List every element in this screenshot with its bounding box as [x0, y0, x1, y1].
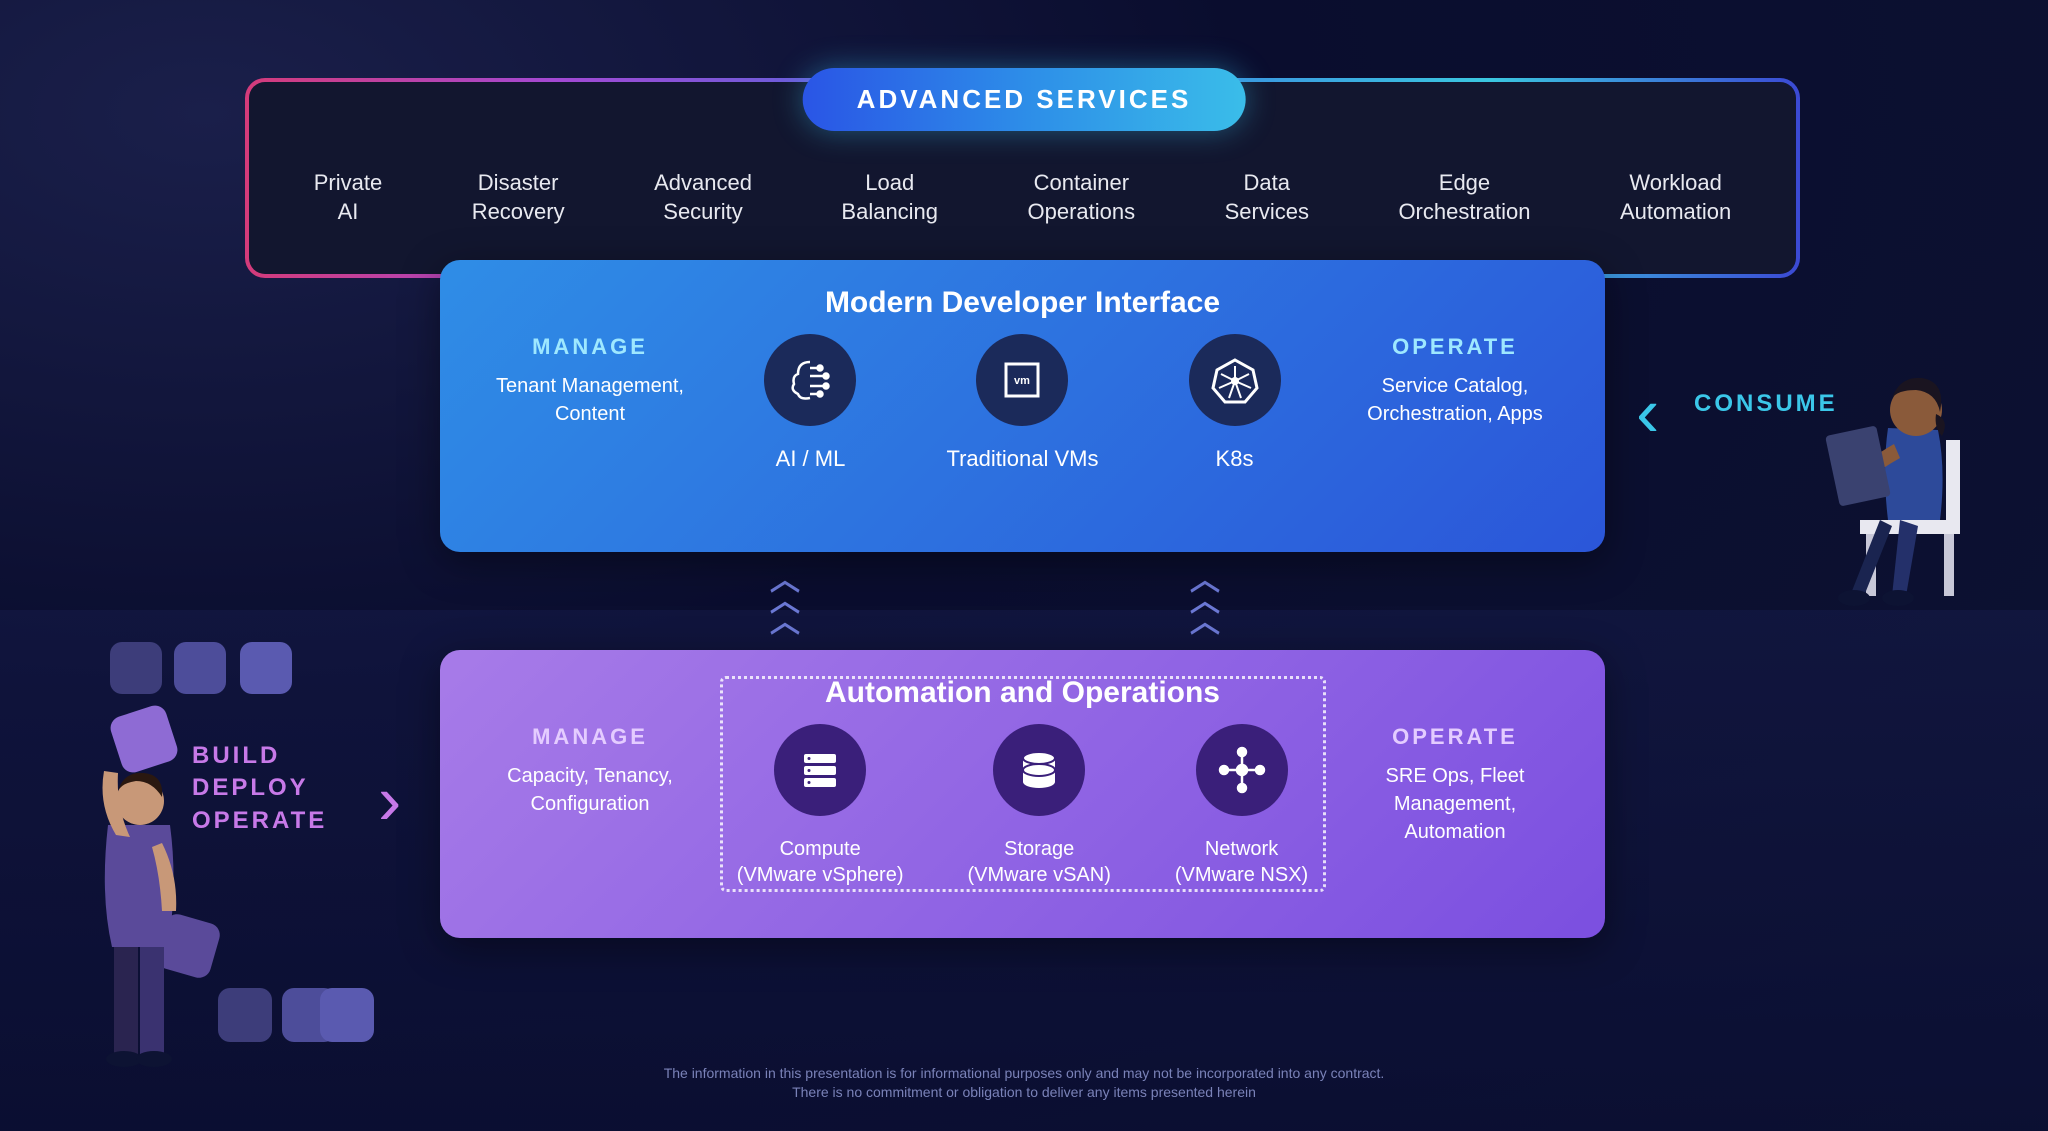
chevrons-right: ︿︿︿ — [1190, 570, 1220, 633]
auto-operate-text: SRE Ops, Fleet Management, Automation — [1345, 762, 1565, 846]
decorative-square — [174, 642, 226, 694]
adv-item: DataServices — [1225, 169, 1309, 226]
storage-icon — [993, 724, 1085, 816]
decorative-square — [240, 642, 292, 694]
adv-item: DisasterRecovery — [472, 169, 565, 226]
decorative-square — [218, 988, 272, 1042]
auto-center-item: Network(VMware NSX) — [1175, 724, 1308, 888]
ai-icon — [764, 334, 856, 426]
mdi-manage-col: MANAGE Tenant Management, Content — [480, 334, 700, 472]
advanced-services-pill: ADVANCED SERVICES — [803, 68, 1246, 131]
adv-item: LoadBalancing — [841, 169, 938, 226]
mdi-center-item: K8s — [1189, 334, 1281, 472]
item-label: AI / ML — [764, 446, 856, 472]
mdi-operate-label: OPERATE — [1345, 334, 1565, 360]
mdi-center-item: vm Traditional VMs — [946, 334, 1098, 472]
mdi-items-row: AI / ML vm Traditional VMs K8s — [764, 334, 1280, 472]
developer-interface-title: Modern Developer Interface — [480, 286, 1565, 320]
auto-manage-label: MANAGE — [480, 724, 700, 750]
adv-item: AdvancedSecurity — [654, 169, 752, 226]
adv-item: PrivateAI — [314, 169, 382, 226]
consume-arrow-icon: ‹ — [1636, 372, 1659, 452]
bdo-arrow-icon: › — [378, 760, 401, 840]
auto-manage-col: MANAGE Capacity, Tenancy, Configuration — [480, 724, 700, 888]
mdi-operate-col: OPERATE Service Catalog, Orchestration, … — [1345, 334, 1565, 472]
automation-row: MANAGE Capacity, Tenancy, Configuration … — [480, 724, 1565, 888]
auto-operate-label: OPERATE — [1345, 724, 1565, 750]
automation-title: Automation and Operations — [480, 676, 1565, 710]
developer-interface-row: MANAGE Tenant Management, Content AI / M… — [480, 334, 1565, 472]
auto-operate-col: OPERATE SRE Ops, Fleet Management, Autom… — [1345, 724, 1565, 888]
item-label: Storage(VMware vSAN) — [968, 836, 1111, 888]
mdi-manage-text: Tenant Management, Content — [480, 372, 700, 428]
mdi-center-item: AI / ML — [764, 334, 856, 472]
mdi-operate-text: Service Catalog, Orchestration, Apps — [1345, 372, 1565, 428]
auto-center-item: Storage(VMware vSAN) — [968, 724, 1111, 888]
adv-item: WorkloadAutomation — [1620, 169, 1731, 226]
person-consumer-illustration — [1740, 320, 2000, 620]
person-operator-illustration — [40, 715, 220, 1075]
chevrons-left: ︿︿︿ — [770, 570, 800, 633]
item-label: Compute(VMware vSphere) — [737, 836, 904, 888]
decorative-square — [110, 642, 162, 694]
auto-manage-text: Capacity, Tenancy, Configuration — [480, 762, 700, 818]
k8s-icon — [1189, 334, 1281, 426]
compute-icon — [774, 724, 866, 816]
adv-item: EdgeOrchestration — [1398, 169, 1530, 226]
svg-text:vm: vm — [1015, 375, 1031, 387]
vm-icon: vm — [976, 334, 1068, 426]
decorative-square — [320, 988, 374, 1042]
auto-center-item: Compute(VMware vSphere) — [737, 724, 904, 888]
item-label: Traditional VMs — [946, 446, 1098, 472]
auto-items-row: Compute(VMware vSphere) Storage(VMware vS… — [737, 724, 1308, 888]
disclaimer-text: The information in this presentation is … — [654, 1064, 1394, 1103]
item-label: Network(VMware NSX) — [1175, 836, 1308, 888]
adv-item: ContainerOperations — [1028, 169, 1136, 226]
network-icon — [1196, 724, 1288, 816]
developer-interface-panel: Modern Developer Interface MANAGE Tenant… — [440, 260, 1605, 552]
automation-panel: Automation and Operations MANAGE Capacit… — [440, 650, 1605, 938]
mdi-manage-label: MANAGE — [480, 334, 700, 360]
item-label: K8s — [1189, 446, 1281, 472]
